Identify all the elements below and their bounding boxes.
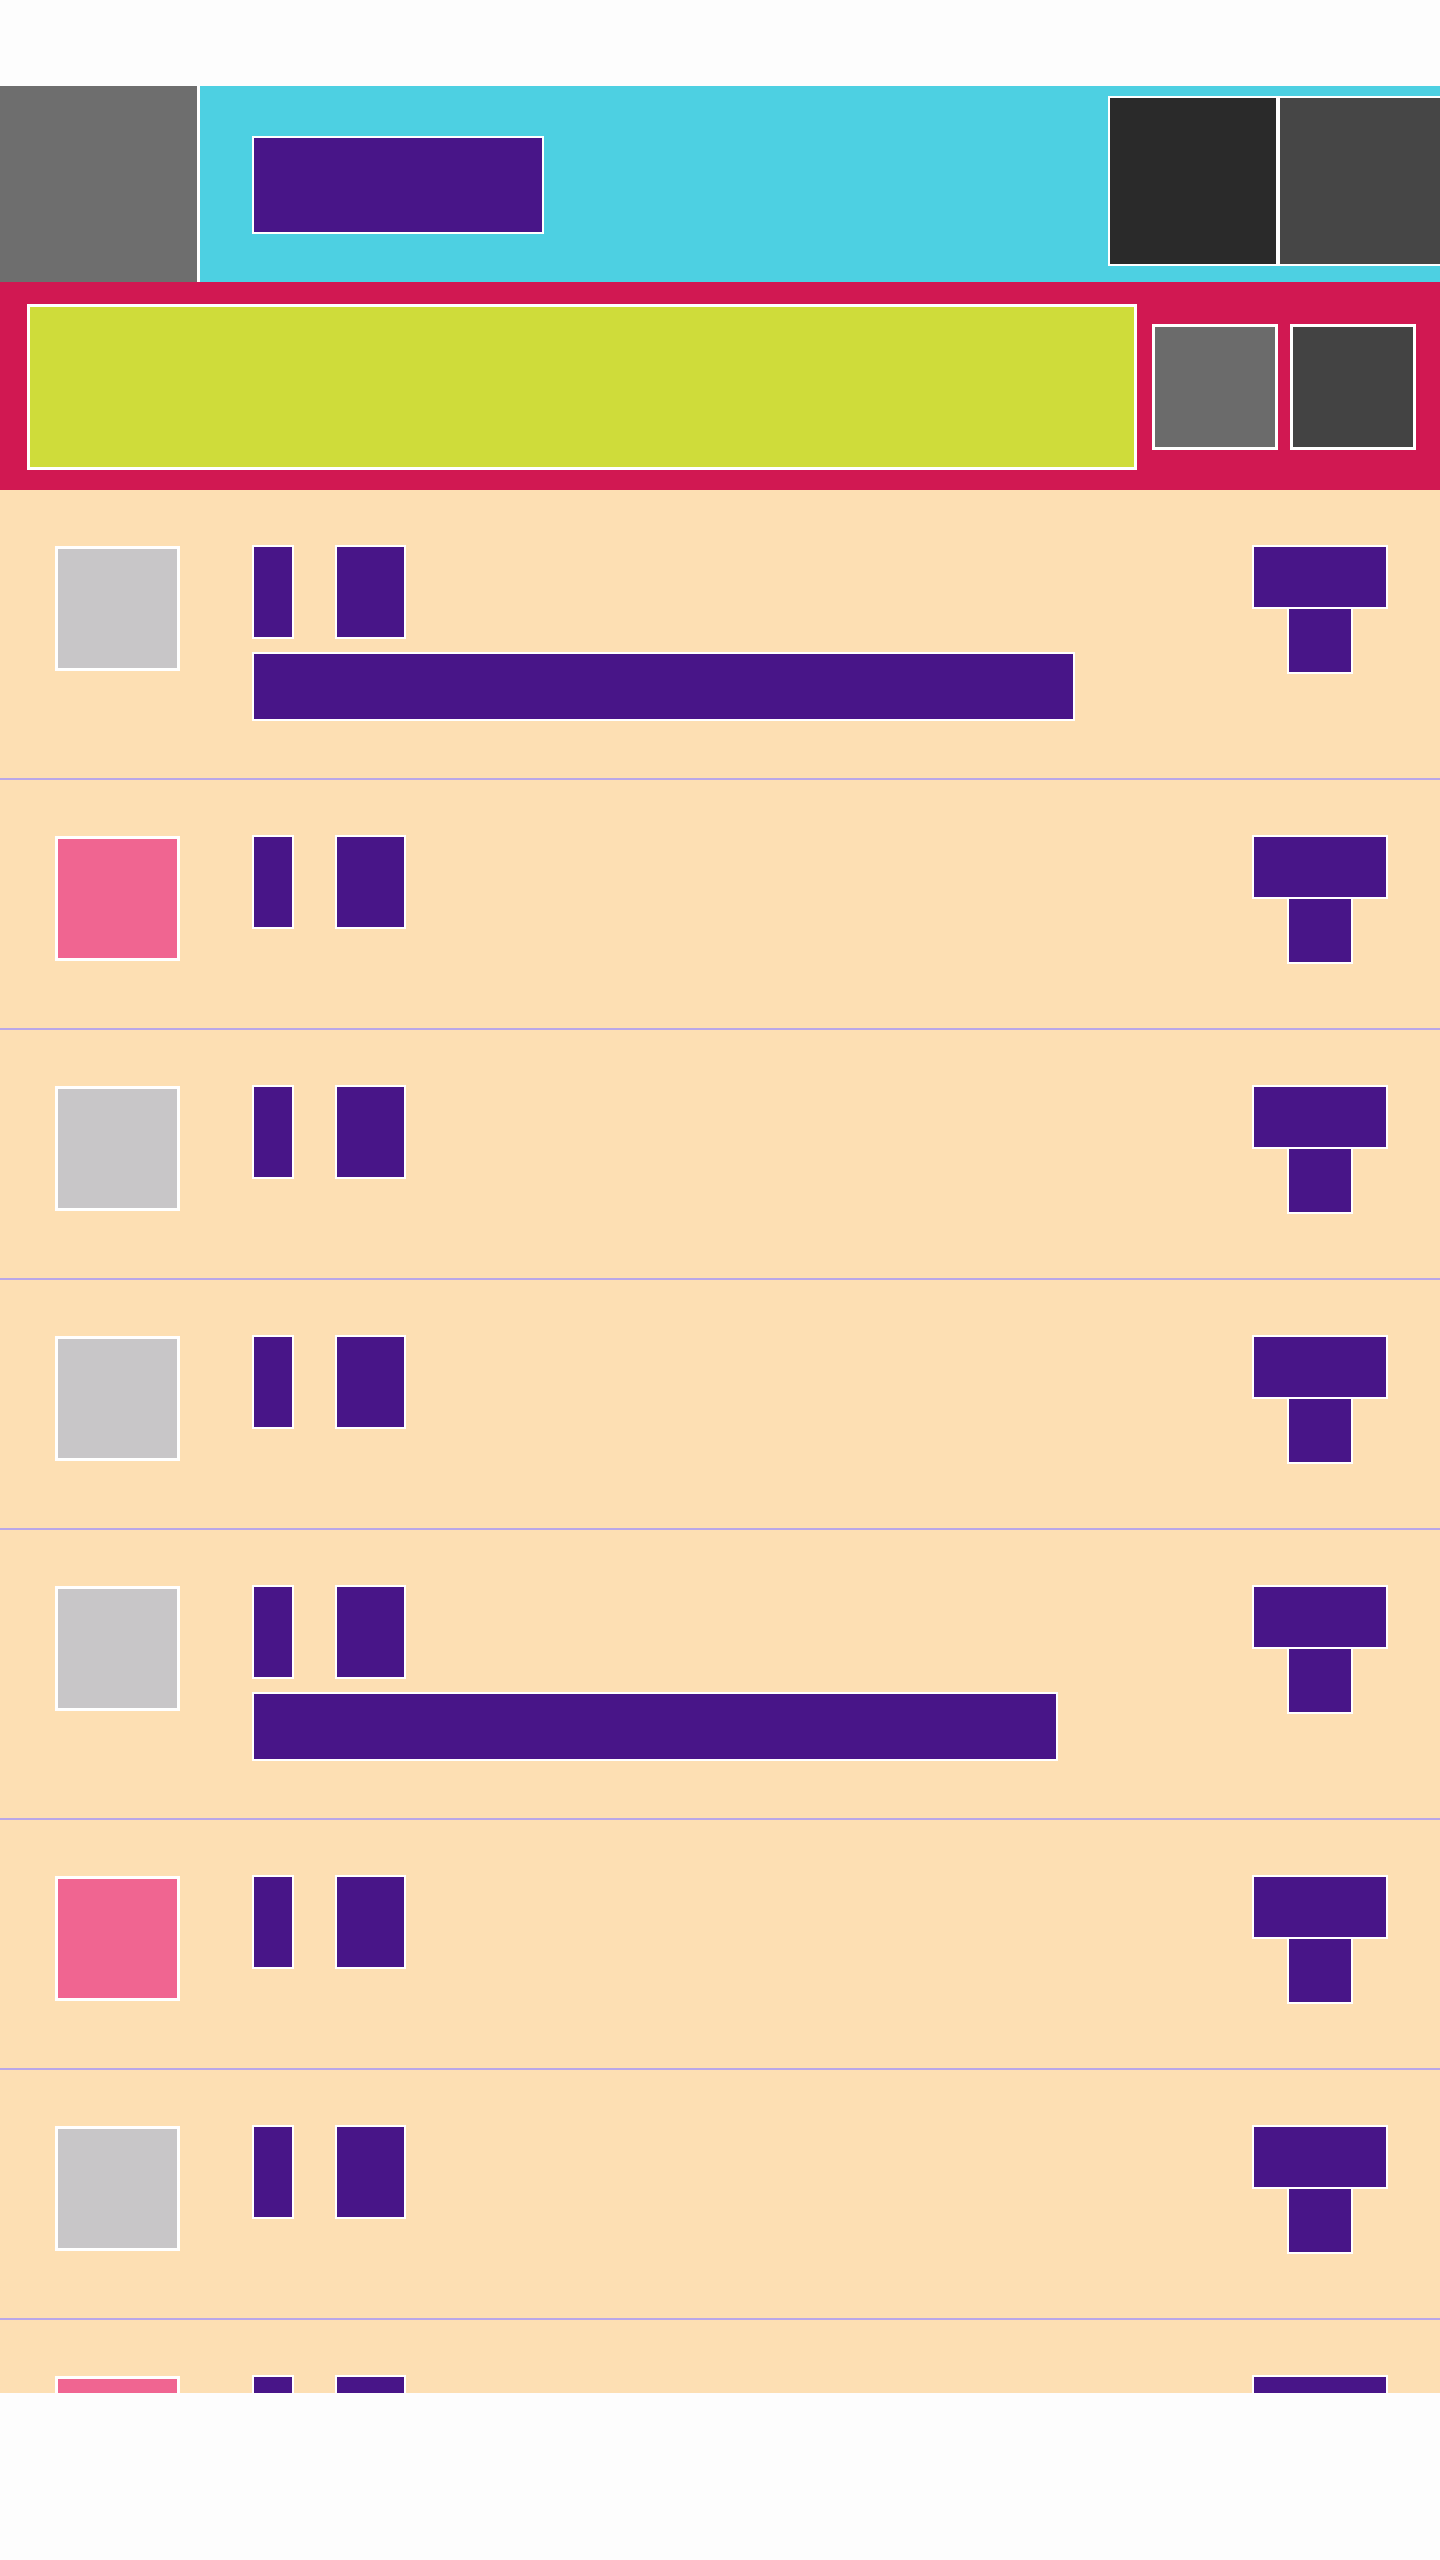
message-date — [1252, 1875, 1388, 1939]
sender-name — [252, 2375, 294, 2393]
message-time — [1287, 1937, 1353, 2004]
list-item[interactable] — [0, 1530, 1440, 1820]
message-time — [1287, 1397, 1353, 1464]
sender-name — [252, 545, 294, 639]
message-time — [1287, 1147, 1353, 1214]
message-subject — [335, 545, 406, 639]
list-item[interactable] — [0, 780, 1440, 1030]
avatar[interactable] — [55, 1336, 180, 1461]
toolbar-action-1-icon[interactable] — [1108, 96, 1278, 266]
search-input[interactable] — [27, 304, 1137, 470]
message-time — [1287, 1647, 1353, 1714]
sender-name — [252, 835, 294, 929]
avatar[interactable] — [55, 2126, 180, 2251]
list-item[interactable] — [0, 1280, 1440, 1530]
search-icon[interactable] — [1152, 324, 1278, 450]
menu-icon[interactable] — [0, 86, 200, 282]
avatar[interactable] — [55, 1086, 180, 1211]
message-date — [1252, 2125, 1388, 2189]
message-subject — [335, 1585, 406, 1679]
message-subject — [335, 2125, 406, 2219]
message-time — [1287, 607, 1353, 674]
toolbar-action-2-icon[interactable] — [1278, 96, 1440, 266]
message-date — [1252, 1585, 1388, 1649]
message-date — [1252, 545, 1388, 609]
list-item[interactable] — [0, 1030, 1440, 1280]
message-snippet — [252, 1692, 1058, 1761]
sender-name — [252, 1335, 294, 1429]
message-date — [1252, 835, 1388, 899]
message-time — [1287, 2187, 1353, 2254]
list-item[interactable] — [0, 2320, 1440, 2393]
avatar[interactable] — [55, 836, 180, 961]
list-item[interactable] — [0, 1820, 1440, 2070]
avatar[interactable] — [55, 2376, 180, 2393]
message-list[interactable] — [0, 490, 1440, 2393]
avatar[interactable] — [55, 546, 180, 671]
message-subject — [335, 1875, 406, 1969]
sender-name — [252, 1085, 294, 1179]
message-snippet — [252, 652, 1075, 721]
message-subject — [335, 2375, 406, 2393]
message-date — [1252, 1335, 1388, 1399]
toolbar — [0, 86, 1440, 282]
message-subject — [335, 835, 406, 929]
sender-name — [252, 1585, 294, 1679]
sender-name — [252, 1875, 294, 1969]
list-item[interactable] — [0, 490, 1440, 780]
toolbar-title — [252, 136, 544, 234]
message-time — [1287, 897, 1353, 964]
avatar[interactable] — [55, 1586, 180, 1711]
filter-icon[interactable] — [1290, 324, 1416, 450]
list-item[interactable] — [0, 2070, 1440, 2320]
sender-name — [252, 2125, 294, 2219]
message-date — [1252, 1085, 1388, 1149]
avatar[interactable] — [55, 1876, 180, 2001]
message-subject — [335, 1085, 406, 1179]
message-date — [1252, 2375, 1388, 2393]
search-bar — [0, 282, 1440, 490]
message-subject — [335, 1335, 406, 1429]
